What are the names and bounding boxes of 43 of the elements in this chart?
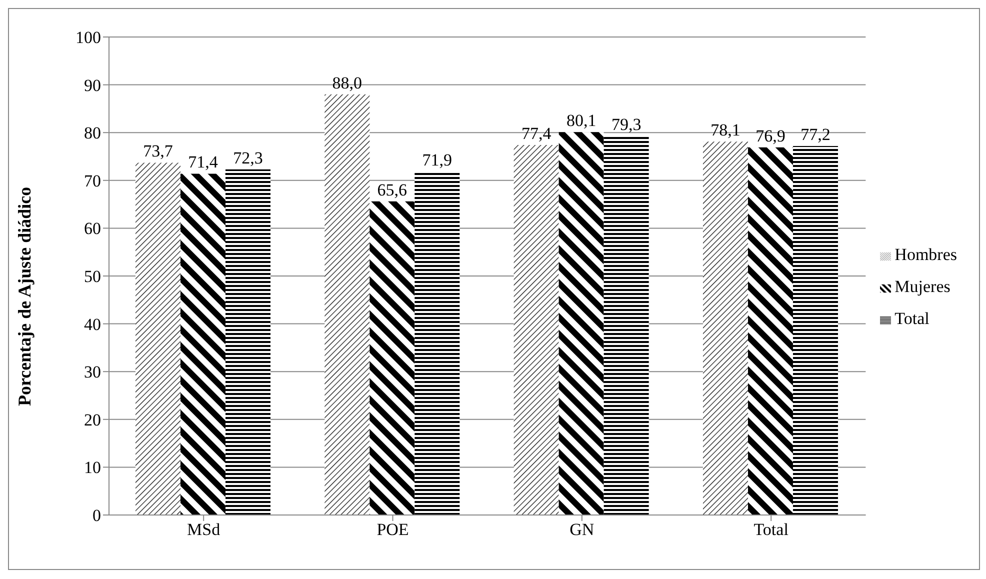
data-label: 77,2 (800, 124, 830, 144)
y-tick-label: 40 (84, 314, 101, 334)
y-axis-title: Porcentaje de Ajuste diádico (14, 186, 34, 406)
x-tick-label: MSd (187, 520, 221, 540)
y-tick-label: 80 (84, 124, 101, 143)
y-tick-label: 20 (84, 410, 101, 430)
bar (702, 142, 748, 515)
data-label: 88,0 (332, 73, 362, 92)
bar (792, 146, 838, 515)
x-tick-label: GN (570, 520, 594, 540)
bar (225, 169, 270, 515)
data-label: 71,9 (422, 150, 452, 170)
bar (558, 132, 604, 515)
y-tick-label: 100 (76, 28, 101, 48)
bar (370, 201, 415, 515)
legend-label: Hombres (894, 245, 957, 264)
y-tick-label: 70 (84, 171, 101, 190)
bar (604, 136, 649, 515)
bar (135, 162, 180, 515)
bar (414, 171, 460, 515)
y-tick-label: 30 (84, 362, 101, 382)
y-tick-label: 60 (84, 219, 101, 238)
y-tick-label: 50 (84, 267, 101, 286)
bar (324, 94, 370, 515)
data-label: 73,7 (143, 142, 174, 161)
data-label: 80,1 (566, 111, 596, 130)
x-tick-label: Total (754, 520, 789, 540)
x-tick-label: POE (376, 520, 409, 540)
data-label: 79,3 (611, 114, 642, 134)
y-tick-label: 90 (84, 76, 101, 95)
bar (180, 174, 226, 515)
y-tick-label: 10 (84, 458, 101, 478)
data-label: 76,9 (756, 126, 786, 146)
y-tick-label: 0 (92, 506, 101, 526)
bar (748, 147, 793, 515)
bar (514, 145, 559, 515)
data-label: 71,4 (188, 152, 218, 172)
legend-label: Total (894, 309, 930, 328)
data-label: 78,1 (710, 120, 740, 140)
data-label: 72,3 (233, 148, 263, 168)
legend-label: Mujeres (894, 277, 950, 296)
data-label: 77,4 (521, 124, 552, 144)
data-label: 65,6 (377, 180, 408, 200)
